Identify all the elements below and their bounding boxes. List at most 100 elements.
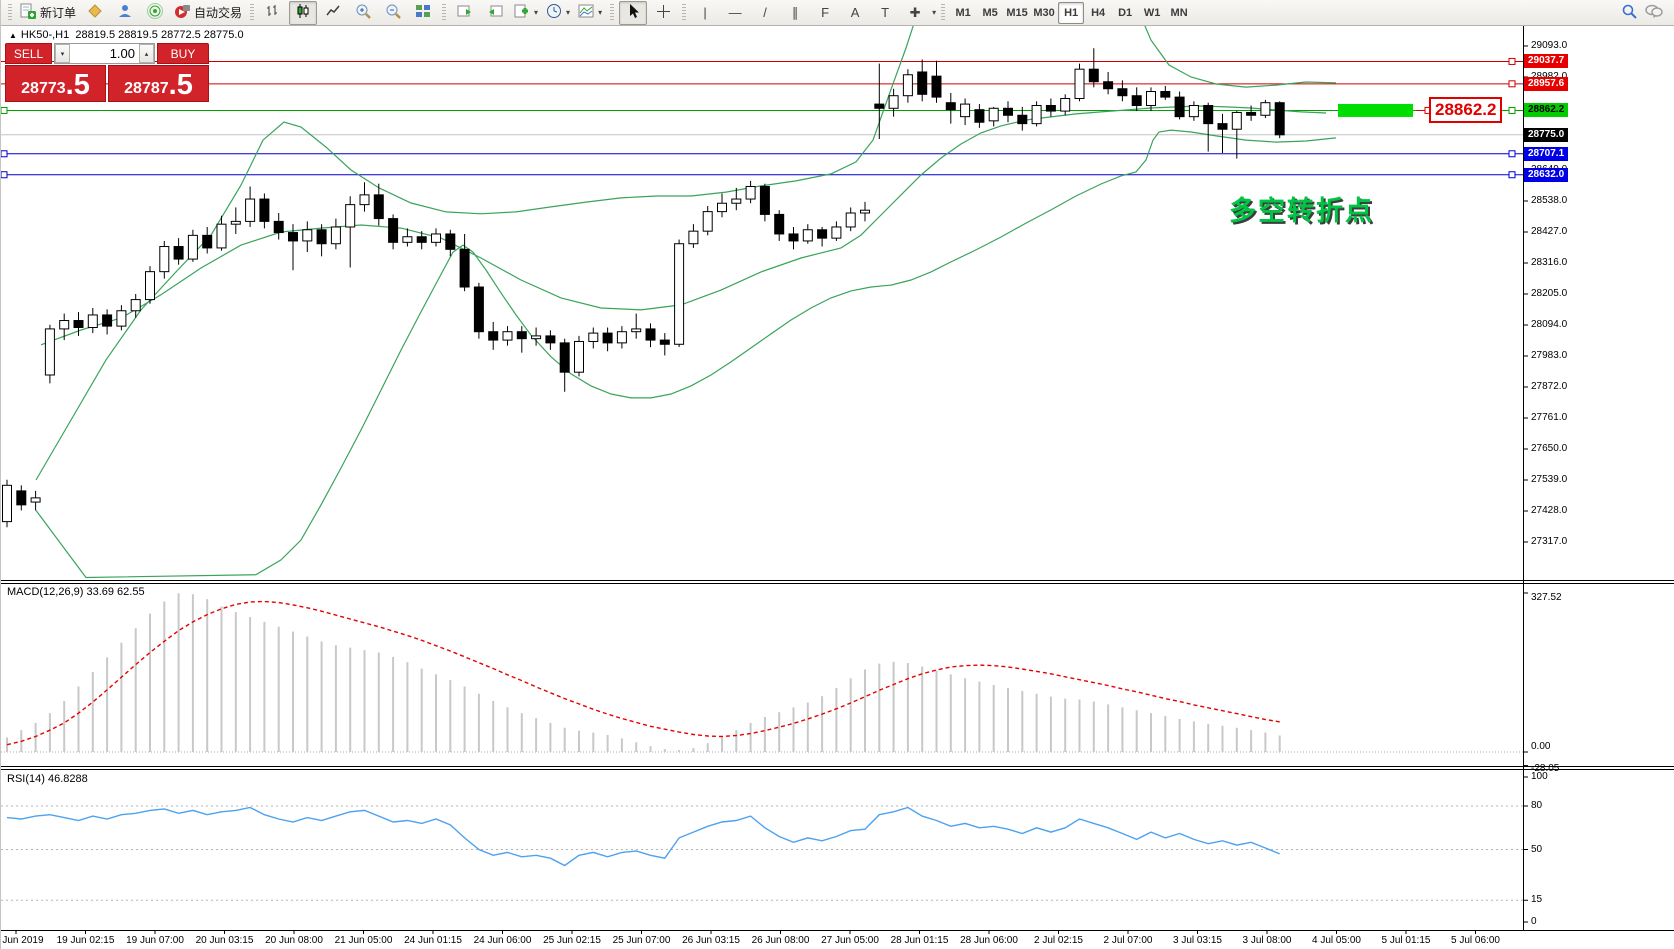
search-icon[interactable] (1621, 3, 1638, 23)
candlestick-mode-button[interactable] (289, 0, 318, 25)
sell-price-decimal: .5 (65, 69, 90, 101)
chat-icon[interactable] (1644, 3, 1664, 22)
timeframe-button-w1[interactable]: W1 (1143, 6, 1161, 19)
equidistant-channel-tool-button[interactable]: ∥ (781, 1, 809, 25)
highlight-bar[interactable] (1338, 103, 1413, 117)
indicators-button[interactable]: ▾ (511, 1, 541, 25)
candle (345, 196, 356, 268)
dropdown-caret-icon: ▾ (598, 8, 603, 17)
buy-button[interactable]: BUY (157, 43, 209, 64)
line-chart-mode-button[interactable] (319, 1, 347, 25)
toolbar-grip[interactable] (610, 3, 615, 22)
timeframe-button-d1[interactable]: D1 (1118, 6, 1133, 19)
level-price-badge[interactable]: 28707.1 (1524, 146, 1569, 161)
zoom-out-button[interactable] (379, 1, 407, 25)
line-handle[interactable] (1508, 80, 1516, 88)
volume-input[interactable] (70, 44, 139, 63)
symbols-button[interactable] (81, 1, 109, 25)
line-handle[interactable] (1508, 57, 1516, 65)
level-price-badge[interactable]: 28957.6 (1524, 76, 1569, 91)
broadcast-button[interactable] (141, 1, 169, 25)
candle (273, 213, 284, 240)
volume-decrease-button[interactable]: ▾ (55, 44, 70, 63)
candle (2, 479, 12, 528)
periods-button[interactable]: ▾ (543, 1, 573, 25)
price-axis-label: 29093.0 (1531, 40, 1568, 51)
toolbar-grip[interactable] (941, 3, 946, 22)
chart-shift-button[interactable] (481, 1, 509, 25)
new-order-button[interactable]: 新订单 (17, 1, 79, 25)
crosshair-tool-button[interactable] (649, 1, 677, 25)
line-handle[interactable] (1, 171, 8, 179)
chart-shift-icon (487, 3, 503, 22)
timeframe-button-m15[interactable]: M15 (1006, 6, 1028, 19)
buy-price-display[interactable]: 28787.5 (108, 65, 209, 102)
time-axis-label: 20 Jun 03:15 (195, 935, 254, 946)
current-price-badge[interactable]: 28775.0 (1524, 127, 1569, 142)
macd-indicator-label: MACD(12,26,9) 33.69 62.55 (7, 586, 145, 598)
chart-area[interactable]: ▲ HK50-,H1 28819.5 28819.5 28772.5 28775.… (0, 26, 1674, 949)
timeframe-button-m5[interactable]: M5 (982, 6, 998, 19)
toolbar-grip[interactable] (250, 3, 255, 22)
candle (831, 221, 842, 241)
toolbar-grip[interactable] (682, 3, 687, 22)
bar-chart-icon (265, 3, 281, 22)
profile-button[interactable] (111, 1, 139, 25)
line-handle[interactable] (1508, 106, 1516, 114)
collapse-icon[interactable]: ▲ (9, 31, 17, 40)
text-label-tool-button[interactable]: T (871, 1, 899, 25)
fibonacci-tool-button[interactable]: F (811, 1, 839, 25)
candle (917, 59, 928, 102)
level-price-badge[interactable]: 28632.0 (1524, 167, 1569, 182)
arrows-tool-button[interactable]: ✚ (901, 1, 929, 25)
price-axis-label: 28982.0 (1531, 71, 1567, 83)
candle (245, 186, 256, 227)
cursor-tool-button[interactable] (619, 0, 648, 25)
auto-scroll-button[interactable] (451, 1, 479, 25)
trendline-tool-button[interactable]: / (751, 1, 779, 25)
zoom-in-button[interactable] (349, 1, 377, 25)
line-handle[interactable] (1, 150, 8, 158)
candle (888, 88, 899, 117)
bar-chart-mode-button[interactable] (259, 1, 287, 25)
level-price-badge[interactable]: 28862.2 (1524, 103, 1569, 118)
time-axis-label: 3 Jul 08:00 (1242, 935, 1292, 946)
autotrade-button[interactable]: 自动交易 (171, 1, 245, 25)
one-click-trade-panel: SELL ▾ ▴ BUY 28773.5 28787.5 (5, 43, 209, 102)
candle (330, 218, 341, 250)
horizontal-line-tool-button[interactable]: — (721, 1, 749, 25)
add-indicator-icon (514, 3, 530, 22)
line-handle[interactable] (1508, 171, 1516, 179)
macd-axis-label: 0.00 (1531, 741, 1551, 752)
candle (645, 323, 656, 348)
candle (130, 294, 141, 318)
candle (1117, 80, 1128, 102)
toolbar-grip[interactable] (442, 3, 447, 22)
buy-price-main: 28787 (124, 80, 169, 97)
timeframe-button-mn[interactable]: MN (1170, 6, 1188, 19)
candle (531, 327, 542, 346)
crosshair-icon (656, 4, 671, 22)
toolbar-grip[interactable] (8, 3, 12, 22)
text-tool-button[interactable]: A (841, 1, 869, 25)
tile-windows-button[interactable] (409, 1, 437, 25)
price-axis-label: 27872.0 (1531, 381, 1568, 392)
volume-increase-button[interactable]: ▴ (139, 44, 154, 63)
timeframe-button-h1[interactable]: H1 (1058, 1, 1085, 24)
profile-icon (117, 3, 133, 22)
line-handle[interactable] (1, 106, 8, 114)
candle (1017, 106, 1028, 131)
line-handle[interactable] (1508, 150, 1516, 158)
templates-button[interactable]: ▾ (575, 1, 605, 25)
vertical-line-tool-button[interactable]: | (691, 1, 719, 25)
sell-price-display[interactable]: 28773.5 (5, 65, 106, 102)
sell-button[interactable]: SELL (5, 43, 52, 64)
level-price-badge[interactable]: 29037.7 (1524, 54, 1569, 69)
candle (1103, 71, 1114, 95)
candle (116, 305, 127, 331)
timeframe-button-h4[interactable]: H4 (1091, 6, 1106, 19)
chart-canvas[interactable] (1, 26, 1674, 949)
price-callout-label[interactable]: 28862.2 (1429, 97, 1503, 124)
timeframe-button-m1[interactable]: M1 (955, 6, 971, 19)
timeframe-button-m30[interactable]: M30 (1033, 6, 1055, 19)
